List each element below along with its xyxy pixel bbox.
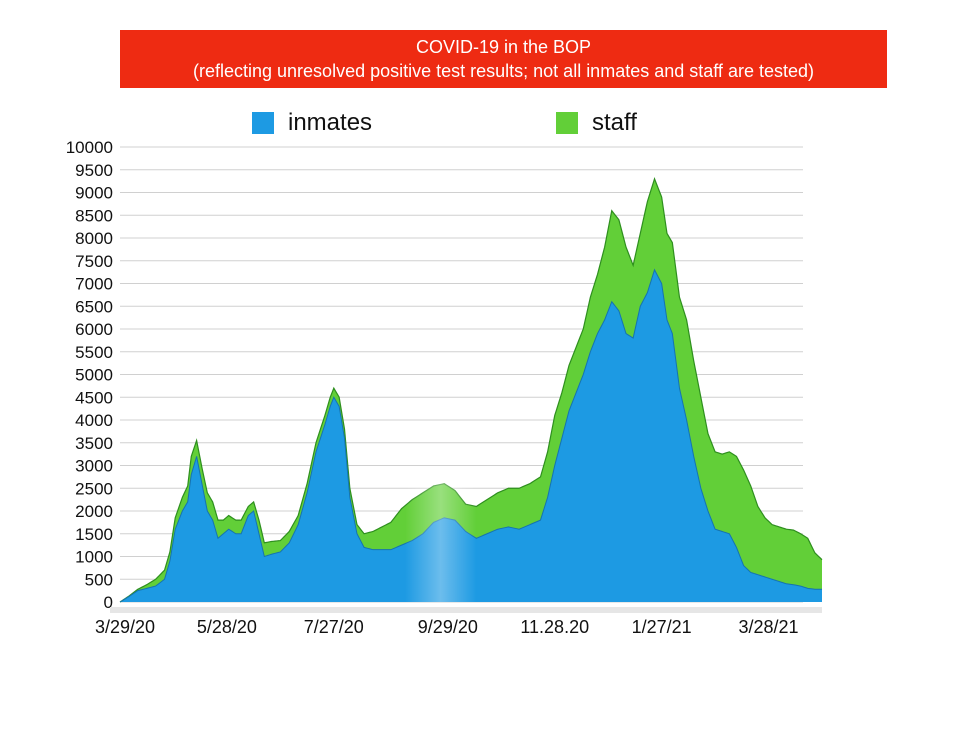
y-tick-label: 5500 xyxy=(75,343,113,362)
y-tick-label: 3500 xyxy=(75,434,113,453)
y-tick-label: 4000 xyxy=(75,411,113,430)
legend-inmates-swatch xyxy=(252,112,274,134)
y-tick-label: 0 xyxy=(104,593,113,612)
y-tick-label: 9500 xyxy=(75,161,113,180)
chart-title-banner: COVID-19 in the BOP (reflecting unresolv… xyxy=(120,30,887,88)
y-tick-label: 2000 xyxy=(75,502,113,521)
chart-subtitle: (reflecting unresolved positive test res… xyxy=(193,61,814,81)
legend-staff-swatch xyxy=(556,112,578,134)
legend-staff-label: staff xyxy=(592,109,637,136)
legend-inmates-label: inmates xyxy=(288,109,373,136)
x-tick-label: 7/27/20 xyxy=(304,617,364,637)
y-tick-label: 7500 xyxy=(75,252,113,271)
y-tick-label: 500 xyxy=(85,570,113,589)
series-staff xyxy=(120,178,822,602)
y-tick-label: 6000 xyxy=(75,320,113,339)
x-tick-label: 5/28/20 xyxy=(197,617,257,637)
haze-highlight xyxy=(405,479,477,602)
series-inmates xyxy=(120,269,822,602)
x-tick-label: 1/27/21 xyxy=(632,617,692,637)
y-tick-label: 2500 xyxy=(75,479,113,498)
x-tick-label: 3/28/21 xyxy=(739,617,799,637)
y-tick-label: 5000 xyxy=(75,366,113,385)
y-tick-label: 3000 xyxy=(75,457,113,476)
x-tick-label: 3/29/20 xyxy=(95,617,155,637)
legend-staff: staff xyxy=(556,108,637,138)
y-tick-label: 1000 xyxy=(75,548,113,567)
y-tick-label: 4500 xyxy=(75,388,113,407)
chart-title: COVID-19 in the BOP xyxy=(415,37,592,57)
x-tick-label: 9/29/20 xyxy=(418,617,478,637)
y-axis-ticks: 1000095009000850080007500700065006000550… xyxy=(66,138,113,612)
y-tick-label: 9000 xyxy=(75,184,113,203)
y-tick-label: 6500 xyxy=(75,297,113,316)
stacked-areas xyxy=(110,177,823,613)
y-tick-label: 8500 xyxy=(75,206,113,225)
y-tick-label: 8000 xyxy=(75,229,113,248)
x-axis-ticks: 3/29/20 5/28/20 7/27/20 9/29/20 11.28.20 1/27… xyxy=(95,617,799,637)
y-tick-label: 10000 xyxy=(66,138,113,157)
x-tick-label: 11.28.20 xyxy=(520,617,589,637)
legend-inmates: inmates xyxy=(252,108,372,138)
y-tick-label: 7000 xyxy=(75,275,113,294)
y-tick-label: 1500 xyxy=(75,525,113,544)
